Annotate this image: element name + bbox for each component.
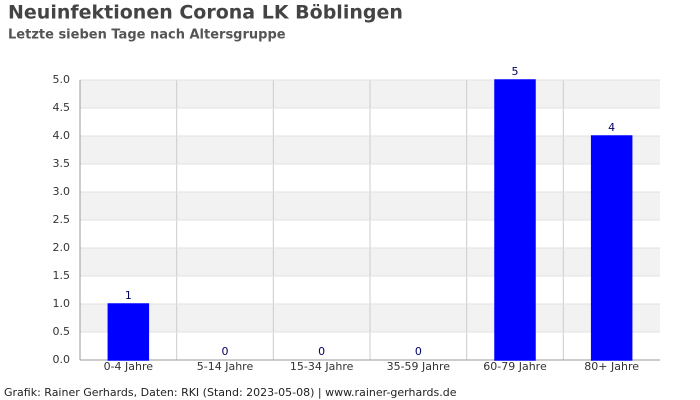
y-tick-label: 0.5 bbox=[53, 325, 71, 338]
x-tick-label: 60-79 Jahre bbox=[483, 360, 547, 373]
bar bbox=[494, 79, 536, 361]
x-tick-label: 15-34 Jahre bbox=[290, 360, 354, 373]
value-label: 5 bbox=[512, 65, 519, 78]
y-tick-label: 2.0 bbox=[53, 241, 71, 254]
bar bbox=[590, 135, 633, 361]
y-tick-label: 2.5 bbox=[53, 213, 71, 226]
x-tick-label: 0-4 Jahre bbox=[104, 360, 154, 373]
chart-subtitle: Letzte sieben Tage nach Altersgruppe bbox=[8, 28, 286, 43]
y-tick-label: 5.0 bbox=[53, 73, 71, 86]
y-tick-label: 3.5 bbox=[53, 157, 71, 170]
x-tick-label: 35-59 Jahre bbox=[387, 360, 451, 373]
y-tick-label: 4.0 bbox=[53, 129, 71, 142]
y-tick-label: 1.0 bbox=[53, 297, 71, 310]
x-tick-label: 80+ Jahre bbox=[584, 360, 639, 373]
y-tick-label: 0.0 bbox=[53, 353, 71, 366]
value-label: 0 bbox=[318, 345, 325, 358]
bar bbox=[107, 303, 150, 361]
value-label: 1 bbox=[125, 289, 132, 302]
x-tick-label: 5-14 Jahre bbox=[197, 360, 254, 373]
value-label: 4 bbox=[608, 121, 615, 134]
y-tick-label: 3.0 bbox=[53, 185, 71, 198]
value-label: 0 bbox=[222, 345, 229, 358]
y-tick-label: 1.5 bbox=[53, 269, 71, 282]
chart-title: Neuinfektionen Corona LK Böblingen bbox=[8, 2, 403, 24]
source-note: Grafik: Rainer Gerhards, Daten: RKI (Sta… bbox=[4, 386, 457, 399]
y-tick-label: 4.5 bbox=[53, 101, 71, 114]
value-label: 0 bbox=[415, 345, 422, 358]
